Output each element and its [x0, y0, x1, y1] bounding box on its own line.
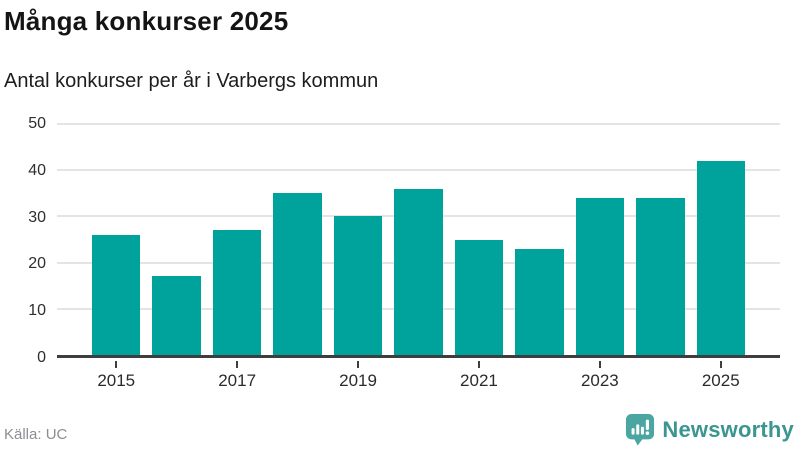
x-axis: 2015 2017 2019 2021 2023 2025	[57, 361, 780, 391]
y-tick-label-30: 30	[28, 208, 46, 226]
bar-2021	[454, 239, 504, 355]
y-tick-label-40: 40	[28, 161, 46, 179]
y-tick-label-50: 50	[28, 115, 46, 132]
brand-name: Newsworthy	[662, 416, 794, 442]
bar-2023	[575, 197, 625, 355]
plot-area	[57, 123, 780, 358]
bar-2022	[515, 248, 564, 355]
bar-2018	[273, 193, 322, 355]
bar-2016	[152, 276, 201, 355]
x-slot-2020	[394, 361, 442, 391]
x-slot-2024	[636, 361, 684, 391]
y-tick-label-10: 10	[28, 302, 46, 320]
y-tick-label-20: 20	[28, 255, 46, 273]
x-tick-2023	[598, 361, 601, 368]
x-slot-2016	[152, 361, 200, 391]
bar-series	[92, 124, 745, 355]
brand-logo: Newsworthy	[625, 413, 794, 446]
x-tick-2015	[115, 361, 118, 368]
bar-2025	[696, 160, 745, 355]
x-slot-2021: 2021	[455, 361, 503, 391]
x-slot-2015: 2015	[92, 361, 140, 391]
source-note: Källa: UC	[4, 426, 68, 443]
gridline-50	[57, 123, 780, 125]
bar-2024	[636, 197, 685, 355]
x-tick-label-2025: 2025	[701, 371, 740, 390]
chart-subtitle: Antal konkurser per år i Varbergs kommun	[4, 70, 379, 92]
x-slot-2017: 2017	[213, 361, 261, 391]
x-tick-2021	[477, 361, 480, 368]
bar-2017	[212, 230, 262, 355]
bar-2020	[394, 188, 443, 355]
bar-2019	[333, 216, 383, 355]
x-tick-2017	[236, 361, 239, 368]
x-tick-label-2015: 2015	[97, 371, 136, 390]
gridline-40	[57, 169, 780, 172]
x-tick-label-2021: 2021	[460, 371, 498, 390]
x-slot-2025: 2025	[697, 361, 745, 391]
newsworthy-speech-bubble-chart-icon	[625, 413, 655, 446]
x-tick-label-2019: 2019	[339, 371, 377, 390]
chart-title: Många konkurser 2025	[4, 6, 289, 36]
x-slot-2018	[273, 361, 321, 391]
x-slot-2022	[515, 361, 563, 391]
x-slot-2019: 2019	[334, 361, 382, 391]
x-tick-label-2023: 2023	[580, 371, 619, 390]
bar-2015	[92, 234, 141, 355]
y-tick-label-0: 0	[37, 349, 46, 366]
x-tick-label-2017: 2017	[218, 371, 257, 390]
x-slot-2023: 2023	[576, 361, 624, 391]
x-tick-2025	[719, 361, 722, 368]
y-axis: 0 10 20 30 40 50	[0, 116, 46, 366]
x-tick-2019	[357, 361, 360, 368]
